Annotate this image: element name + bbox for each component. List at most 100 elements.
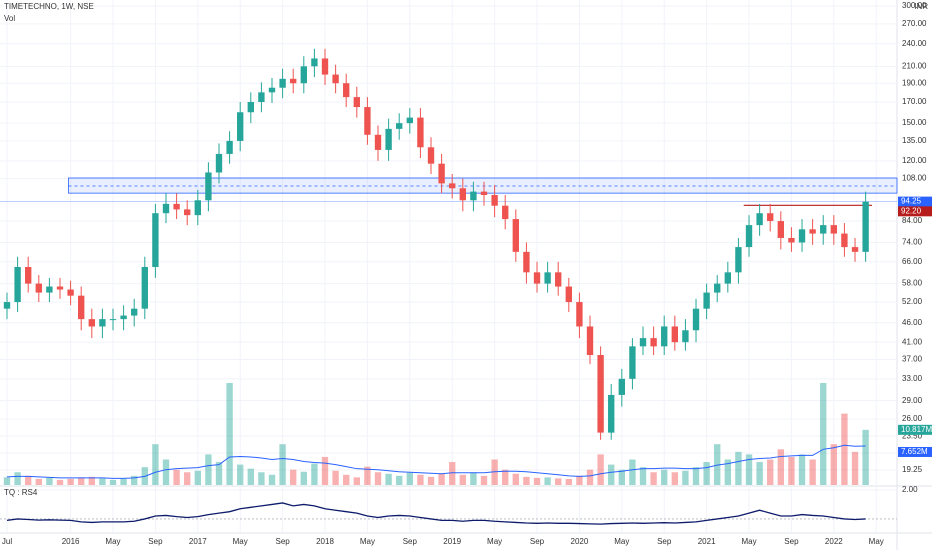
x-tick-label: Sep (148, 537, 163, 546)
volume-bar (618, 469, 625, 485)
x-tick-label: May (487, 537, 502, 546)
volume-bar (56, 479, 64, 485)
candle-body (321, 58, 329, 75)
candle-body (597, 355, 604, 433)
y-tick-label: 170.00 (902, 97, 927, 106)
y-tick-label: 120.00 (902, 156, 927, 165)
candle-body (14, 266, 21, 303)
volume-bar (798, 454, 806, 485)
volume-bar (841, 413, 848, 485)
volume-bar (311, 463, 318, 485)
volume-bar (639, 467, 647, 485)
volume-bar (205, 454, 212, 485)
y-tick-label: 108.00 (902, 174, 927, 183)
volume-bar (215, 462, 223, 485)
candle-body (374, 134, 382, 150)
candle-body (247, 102, 254, 113)
volume-bar (300, 471, 307, 485)
currency: INR (914, 2, 928, 11)
volume-bar (565, 478, 572, 485)
x-tick-label: 2022 (825, 537, 843, 546)
x-tick-label: 2018 (316, 537, 334, 546)
candle-body (332, 74, 339, 84)
volume-bar (555, 478, 562, 485)
x-tick-label: 2021 (698, 537, 716, 546)
x-tick-label: Sep (530, 537, 545, 546)
candle-body (88, 319, 95, 327)
volume-bar (459, 474, 466, 485)
candle-body (809, 229, 816, 234)
level-tag: 92.20 (901, 206, 922, 215)
x-tick-label: May (105, 537, 120, 546)
volume-bar (35, 478, 42, 485)
candle-body (639, 338, 647, 347)
volume-bar (67, 478, 74, 485)
level-tag-bg (898, 206, 932, 217)
candle-body (618, 378, 625, 395)
candle-body (268, 87, 276, 93)
x-tick-label: 2017 (189, 537, 207, 546)
volume-bar (661, 469, 668, 485)
x-tick-label: May (233, 537, 248, 546)
y-tick-label: 84.00 (902, 216, 923, 225)
candle-body (99, 319, 106, 327)
y-tick-label: 26.00 (902, 414, 923, 423)
y-tick-label: 33.00 (902, 374, 923, 383)
volume-bar (692, 467, 700, 485)
y-tick-label: 270.00 (902, 19, 927, 28)
candle-body (671, 326, 678, 343)
volume-bar (279, 444, 286, 485)
volume-ma-tag-bg (898, 446, 932, 457)
y-tick-label: 135.00 (902, 136, 927, 145)
candle-body (343, 83, 350, 98)
x-tick-label: Sep (403, 537, 418, 546)
volume-bar (512, 473, 519, 485)
candle-body (862, 201, 869, 252)
volume-bar (120, 478, 127, 485)
volume-bar (502, 469, 509, 485)
price-tag: 94.25 (901, 197, 922, 206)
y-tick-label: 29.00 (902, 396, 923, 405)
candle-body (777, 221, 785, 238)
volume-bar (46, 477, 53, 485)
volume-bar (268, 474, 276, 485)
candle-body (385, 128, 392, 150)
volume-bar (608, 464, 615, 485)
zone (68, 177, 898, 194)
candle-body (608, 394, 615, 433)
x-tick-label: May (869, 537, 884, 546)
volume-tag-bg (898, 424, 932, 435)
candle-body (735, 247, 742, 273)
volume-bar (533, 477, 541, 485)
volume-bar (321, 456, 329, 485)
candle-body (353, 97, 360, 108)
candle-body (714, 283, 721, 293)
y-tick-label: 23.50 (902, 431, 923, 440)
volume-bar (226, 383, 233, 485)
y-tick-label: 74.00 (902, 238, 923, 247)
y-tick-label: 19.25 (902, 465, 923, 474)
x-tick-label: May (614, 537, 629, 546)
candle-body (184, 209, 191, 216)
y-tick-label: 150.00 (902, 118, 927, 127)
candle-body (512, 219, 519, 252)
candle-body (449, 183, 456, 189)
volume-bar (820, 383, 827, 485)
candle-body (565, 286, 572, 303)
volume-bar (788, 456, 795, 485)
candle-body (841, 233, 848, 248)
candle-body (470, 191, 477, 201)
volume-bar (14, 472, 21, 485)
candle-body (78, 295, 85, 320)
candle-body (692, 308, 700, 331)
volume-bar (650, 472, 657, 485)
volume-bar (162, 459, 170, 485)
candle-body (788, 237, 795, 243)
x-tick-label: 2016 (62, 537, 80, 546)
volume-bar (343, 474, 350, 485)
volume-bar (374, 472, 382, 485)
volume-bar (184, 472, 191, 485)
candle-body (629, 346, 636, 379)
x-tick-label: 2020 (571, 537, 589, 546)
